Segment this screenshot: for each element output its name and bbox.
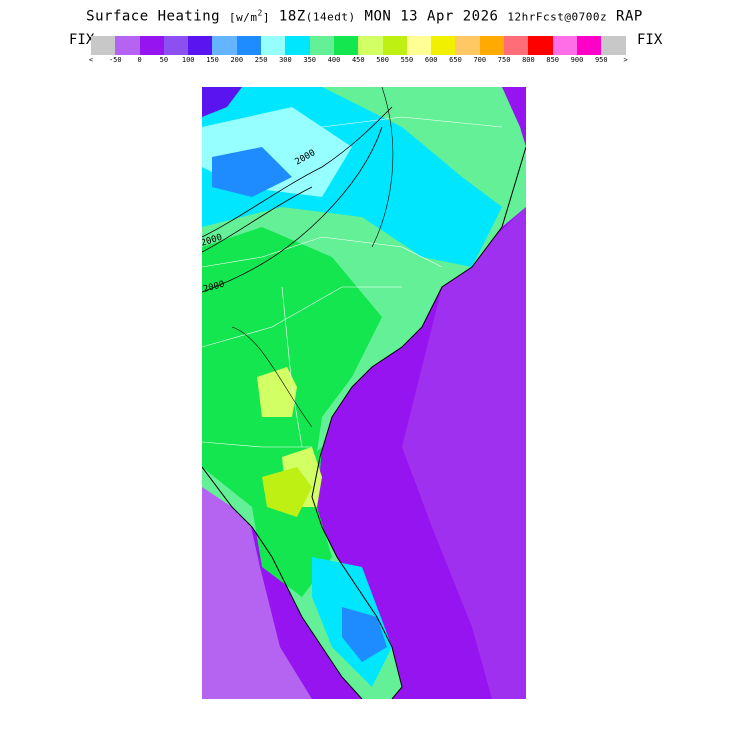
title-units-sup: 2 bbox=[257, 8, 263, 17]
colorbar-swatch bbox=[576, 36, 602, 55]
colorbar-swatch bbox=[91, 36, 116, 55]
title-model: RAP bbox=[616, 8, 643, 25]
title-units-close: ] bbox=[262, 10, 270, 24]
state-border-4 bbox=[281, 286, 303, 448]
colorbar-tick-label: 950 bbox=[594, 56, 608, 64]
height-contour-2 bbox=[202, 186, 313, 253]
colorbar-tick-label: 900 bbox=[570, 56, 584, 64]
contour-4 bbox=[231, 326, 313, 428]
colorbar-tick-label: 600 bbox=[424, 56, 438, 64]
height-contour-3 bbox=[202, 126, 383, 293]
state-border-2 bbox=[202, 286, 402, 348]
atlantic-coastline bbox=[311, 146, 526, 699]
purple-patch-northwest bbox=[202, 87, 242, 117]
atlantic-light-band bbox=[402, 207, 526, 699]
fix-label-right: FIX bbox=[637, 32, 663, 48]
colorbar-swatch bbox=[552, 36, 577, 55]
contour-5 bbox=[371, 87, 394, 248]
colorbar-swatch bbox=[261, 36, 286, 55]
colorbar-swatch bbox=[212, 36, 237, 55]
green-region bbox=[202, 227, 382, 517]
colorbar-tick-label: 300 bbox=[279, 56, 292, 64]
colorbar-tick-label: 0 bbox=[137, 56, 142, 64]
colorbar-tick-label: -50 bbox=[108, 56, 122, 64]
colorbar-swatch bbox=[285, 36, 310, 55]
colorbar-tick-label: 800 bbox=[522, 56, 535, 64]
colorbar-greater-symbol: > bbox=[623, 56, 628, 64]
state-border-1 bbox=[202, 236, 443, 268]
colorbar-tick-label: 750 bbox=[497, 56, 511, 64]
colorbar-swatch bbox=[115, 36, 140, 55]
colorbar-tick-label: 500 bbox=[376, 56, 389, 64]
title-units: [w/m2] bbox=[229, 8, 270, 25]
colorbar-swatch bbox=[528, 36, 553, 55]
colorbar-tick-label: 850 bbox=[546, 56, 560, 64]
title-units-open: [w/m bbox=[229, 10, 258, 24]
state-border-5 bbox=[321, 116, 503, 128]
colorbar-tick-label: 350 bbox=[303, 56, 317, 64]
fix-label-left: FIX bbox=[69, 32, 95, 48]
colorbar-swatch bbox=[333, 36, 359, 55]
colorbar-tick-label: 700 bbox=[473, 56, 487, 64]
title-date: MON 13 Apr 2026 bbox=[364, 8, 499, 25]
title-main: Surface Heating bbox=[86, 8, 221, 25]
surface-heating-map: 2000 2000 2000 bbox=[202, 87, 526, 699]
colorbar-ticks: < -50 0 50 100 150 200 250 300 350 400 450 500 550 600… bbox=[88, 56, 638, 68]
colorbar-swatch bbox=[431, 36, 456, 55]
colorbar-tick-label: 450 bbox=[351, 56, 365, 64]
colorbar-tick-label: 550 bbox=[400, 56, 414, 64]
colorbar-swatch bbox=[358, 36, 383, 55]
colorbar-tick-label: 250 bbox=[254, 56, 268, 64]
colorbar-tick-label: 150 bbox=[206, 56, 219, 64]
colorbar-swatch bbox=[601, 36, 626, 55]
yellow-patch-ga bbox=[257, 367, 297, 417]
colorbar bbox=[91, 36, 626, 55]
colorbar-tick-label: 400 bbox=[327, 56, 341, 64]
colorbar-tick-label: 650 bbox=[449, 56, 462, 64]
colorbar-swatch bbox=[139, 36, 164, 55]
title-local: (14edt) bbox=[305, 10, 356, 24]
state-border-3 bbox=[202, 441, 312, 448]
gulf-coastline bbox=[202, 466, 363, 699]
blue-patch-south-fl bbox=[342, 607, 387, 662]
colorbar-less-symbol: < bbox=[88, 56, 94, 64]
colorbar-swatch bbox=[504, 36, 529, 55]
colorbar-swatch bbox=[163, 36, 189, 55]
colorbar-swatch bbox=[406, 36, 432, 55]
colorbar-tick-label: 200 bbox=[230, 56, 244, 64]
lime-patch-fl bbox=[262, 467, 312, 517]
colorbar-tick-label: 100 bbox=[181, 56, 195, 64]
colorbar-swatch bbox=[479, 36, 505, 55]
colorbar-swatch bbox=[382, 36, 407, 55]
colorbar-tick-label: 50 bbox=[159, 56, 169, 64]
title-fcst: 12hrFcst@0700z bbox=[507, 10, 608, 24]
blue-patch-north bbox=[212, 147, 292, 197]
colorbar-swatch bbox=[455, 36, 480, 55]
colorbar-swatch bbox=[309, 36, 334, 55]
colorbar-swatch bbox=[188, 36, 213, 55]
title-valid: 18Z bbox=[278, 8, 306, 25]
chart-title: Surface Heating [w/m2] 18Z(14edt) MON 13… bbox=[0, 8, 729, 25]
height-contour-1 bbox=[202, 106, 393, 238]
colorbar-swatch bbox=[236, 36, 262, 55]
